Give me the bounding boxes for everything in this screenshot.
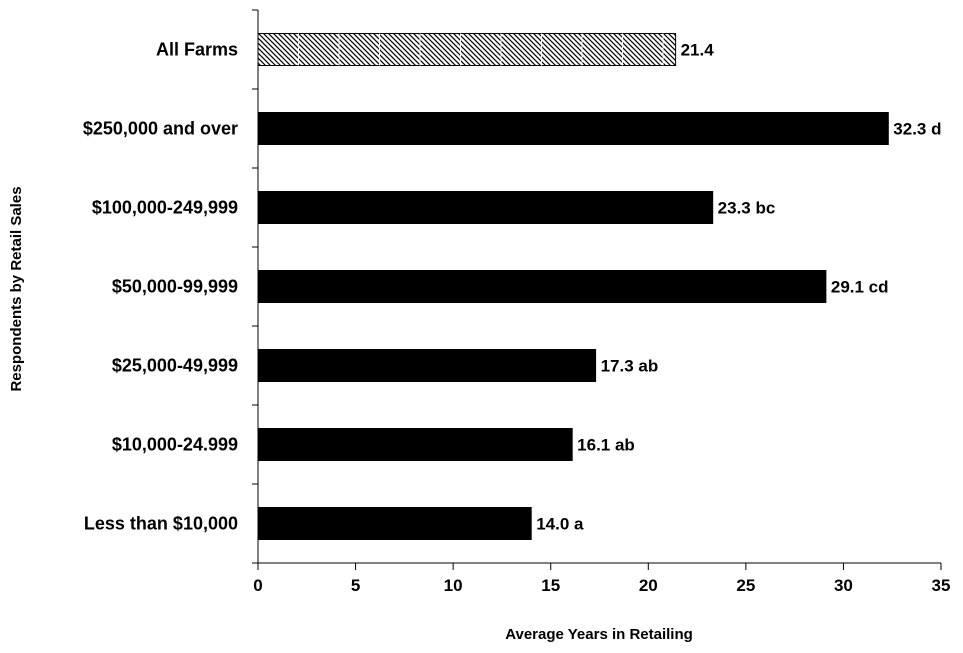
x-tick-label: 10: [444, 576, 463, 595]
x-tick-label: 15: [541, 576, 560, 595]
x-tick-label: 20: [639, 576, 658, 595]
y-axis-title: Respondents by Retail Sales: [8, 186, 25, 391]
plot-area: 0 5 10 15 20 25 30 35 All Farms 21.4 $250,000 and …: [83, 9, 951, 595]
x-tick-label: 25: [736, 576, 755, 595]
value-label: 21.4: [681, 41, 715, 60]
bar: [257, 191, 714, 224]
bar-all-farms: [257, 33, 677, 66]
category-label: All Farms: [156, 40, 238, 60]
x-axis-title: Average Years in Retailing: [505, 626, 693, 643]
category-label: $50,000-99,999: [112, 277, 238, 297]
bar: [257, 507, 532, 540]
x-tick-label: 0: [253, 576, 262, 595]
x-tick-label: 30: [834, 576, 853, 595]
value-label: 29.1 cd: [831, 278, 889, 297]
category-label: $25,000-49,999: [112, 356, 238, 376]
value-label: 32.3 d: [893, 120, 941, 139]
bar: [257, 112, 889, 145]
bar: [257, 349, 597, 382]
x-tick-label: 35: [932, 576, 951, 595]
value-label: 23.3 bc: [718, 199, 776, 218]
value-label: 17.3 ab: [601, 357, 659, 376]
bar: [257, 270, 827, 303]
category-label: $10,000-24.999: [112, 435, 238, 455]
category-label: Less than $10,000: [84, 514, 238, 534]
value-label: 16.1 ab: [577, 436, 635, 455]
value-label: 14.0 a: [536, 515, 584, 534]
category-label: $250,000 and over: [83, 119, 238, 139]
x-tick-label: 5: [351, 576, 360, 595]
category-label: $100,000-249,999: [92, 198, 238, 218]
bar: [257, 428, 573, 461]
